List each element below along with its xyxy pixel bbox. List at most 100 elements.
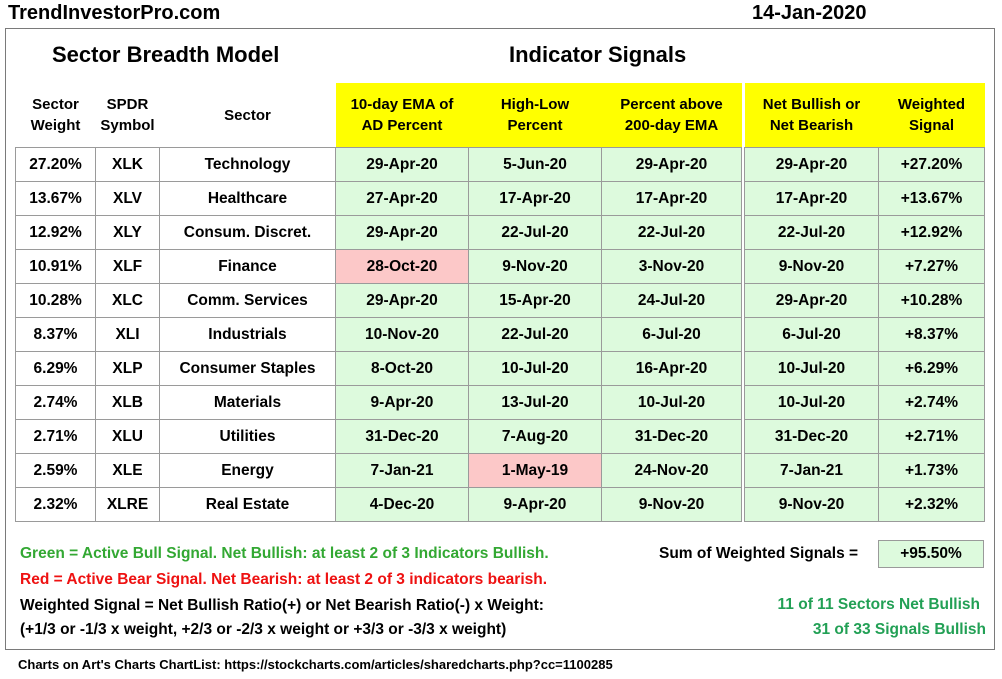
col-header-weighted: Weighted Signal — [878, 83, 985, 148]
percent-above-signal-cell: 6-Jul-20 — [601, 317, 742, 352]
legend-green: Green = Active Bull Signal. Net Bullish:… — [20, 545, 549, 562]
ema-signal-cell: 9-Apr-20 — [335, 385, 469, 420]
sector-name-cell: Healthcare — [159, 181, 336, 216]
table-row: 2.32% XLRE Real Estate 4-Dec-20 9-Apr-20 9-No… — [15, 487, 742, 522]
net-signal-cell: 10-Jul-20 — [744, 385, 879, 420]
table-row: 10.91% XLF Finance 28-Oct-20 9-Nov-20 3-Nov-2… — [15, 249, 742, 284]
signals-summary: 31 of 33 Signals Bullish — [812, 621, 986, 638]
sector-name-cell: Energy — [159, 453, 336, 488]
sector-name-cell: Consum. Discret. — [159, 215, 336, 250]
sector-name-cell: Finance — [159, 249, 336, 284]
high-low-signal-cell: 1-May-19 — [468, 453, 602, 488]
sector-weight-cell: 27.20% — [15, 147, 96, 182]
ema-signal-cell: 27-Apr-20 — [335, 181, 469, 216]
net-signal-cell: 9-Nov-20 — [744, 487, 879, 522]
table-row: 29-Apr-20 +27.20% — [744, 147, 985, 182]
net-signal-table: Net Bullish or Net Bearish Weighted Sign… — [744, 83, 985, 522]
symbol-cell: XLV — [95, 181, 160, 216]
high-low-signal-cell: 17-Apr-20 — [468, 181, 602, 216]
legend-formula-line1: Weighted Signal = Net Bullish Ratio(+) o… — [20, 597, 544, 614]
legend-formula-line2: (+1/3 or -1/3 x weight, +2/3 or -2/3 x w… — [20, 621, 507, 638]
high-low-signal-cell: 10-Jul-20 — [468, 351, 602, 386]
weighted-signal-cell: +6.29% — [878, 351, 985, 386]
sum-label: Sum of Weighted Signals = — [659, 545, 859, 562]
high-low-signal-cell: 22-Jul-20 — [468, 317, 602, 352]
weighted-signal-cell: +13.67% — [878, 181, 985, 216]
table-header-row: Net Bullish or Net Bearish Weighted Sign… — [744, 83, 985, 148]
percent-above-signal-cell: 24-Jul-20 — [601, 283, 742, 318]
footer-link-text: Charts on Art's Charts ChartList: https:… — [18, 657, 613, 672]
high-low-signal-cell: 9-Nov-20 — [468, 249, 602, 284]
weighted-signal-cell: +7.27% — [878, 249, 985, 284]
site-name: TrendInvestorPro.com — [8, 2, 221, 24]
percent-above-signal-cell: 24-Nov-20 — [601, 453, 742, 488]
col-header-percent-above: Percent above 200-day EMA — [601, 83, 742, 148]
ema-signal-cell: 7-Jan-21 — [335, 453, 469, 488]
sector-weight-cell: 13.67% — [15, 181, 96, 216]
net-signal-cell: 7-Jan-21 — [744, 453, 879, 488]
table-row: 7-Jan-21 +1.73% — [744, 453, 985, 488]
table-row: 2.59% XLE Energy 7-Jan-21 1-May-19 24-Nov-20 — [15, 453, 742, 488]
percent-above-signal-cell: 17-Apr-20 — [601, 181, 742, 216]
ema-signal-cell: 28-Oct-20 — [335, 249, 469, 284]
high-low-signal-cell: 15-Apr-20 — [468, 283, 602, 318]
ema-signal-cell: 29-Apr-20 — [335, 283, 469, 318]
percent-above-signal-cell: 31-Dec-20 — [601, 419, 742, 454]
col-header-ema: 10-day EMA of AD Percent — [335, 83, 469, 148]
high-low-signal-cell: 22-Jul-20 — [468, 215, 602, 250]
table-row: 9-Nov-20 +2.32% — [744, 487, 985, 522]
net-signal-cell: 22-Jul-20 — [744, 215, 879, 250]
symbol-cell: XLB — [95, 385, 160, 420]
symbol-cell: XLY — [95, 215, 160, 250]
weighted-signal-cell: +2.74% — [878, 385, 985, 420]
net-signal-cell: 9-Nov-20 — [744, 249, 879, 284]
sector-name-cell: Technology — [159, 147, 336, 182]
sector-weight-cell: 8.37% — [15, 317, 96, 352]
symbol-cell: XLF — [95, 249, 160, 284]
sector-weight-cell: 2.59% — [15, 453, 96, 488]
sector-name-cell: Real Estate — [159, 487, 336, 522]
sector-signals-table: Sector Weight SPDR Symbol Sector 10-day … — [15, 83, 742, 522]
col-header-weight: Sector Weight — [30, 96, 81, 134]
table-row: 9-Nov-20 +7.27% — [744, 249, 985, 284]
ema-signal-cell: 29-Apr-20 — [335, 147, 469, 182]
col-header-symbol: SPDR Symbol — [100, 96, 155, 134]
net-signal-cell: 29-Apr-20 — [744, 283, 879, 318]
col-header-sector: Sector — [224, 106, 271, 124]
sum-value: +95.50% — [878, 540, 984, 568]
percent-above-signal-cell: 10-Jul-20 — [601, 385, 742, 420]
table-row: 2.74% XLB Materials 9-Apr-20 13-Jul-20 10-Jul… — [15, 385, 742, 420]
symbol-cell: XLC — [95, 283, 160, 318]
ema-signal-cell: 29-Apr-20 — [335, 215, 469, 250]
report-date: 14-Jan-2020 — [752, 2, 867, 24]
col-header-net: Net Bullish or Net Bearish — [744, 83, 879, 148]
net-signal-cell: 29-Apr-20 — [744, 147, 879, 182]
symbol-cell: XLU — [95, 419, 160, 454]
ema-signal-cell: 8-Oct-20 — [335, 351, 469, 386]
percent-above-signal-cell: 9-Nov-20 — [601, 487, 742, 522]
symbol-cell: XLP — [95, 351, 160, 386]
table-row: 2.71% XLU Utilities 31-Dec-20 7-Aug-20 31-Dec… — [15, 419, 742, 454]
sector-name-cell: Consumer Staples — [159, 351, 336, 386]
net-signal-cell: 10-Jul-20 — [744, 351, 879, 386]
table-row: 29-Apr-20 +10.28% — [744, 283, 985, 318]
net-signal-cell: 17-Apr-20 — [744, 181, 879, 216]
table-row: 31-Dec-20 +2.71% — [744, 419, 985, 454]
col-header-high-low: High-Low Percent — [468, 83, 602, 148]
sector-breadth-title: Sector Breadth Model — [52, 42, 280, 67]
table-row: 22-Jul-20 +12.92% — [744, 215, 985, 250]
symbol-cell: XLK — [95, 147, 160, 182]
sector-name-cell: Industrials — [159, 317, 336, 352]
sector-weight-cell: 6.29% — [15, 351, 96, 386]
sector-weight-cell: 10.28% — [15, 283, 96, 318]
net-signal-cell: 31-Dec-20 — [744, 419, 879, 454]
net-sectors-summary: 11 of 11 Sectors Net Bullish — [777, 596, 980, 613]
high-low-signal-cell: 5-Jun-20 — [468, 147, 602, 182]
table-header-row: Sector Weight SPDR Symbol Sector 10-day … — [16, 83, 742, 148]
percent-above-signal-cell: 3-Nov-20 — [601, 249, 742, 284]
net-signal-cell: 6-Jul-20 — [744, 317, 879, 352]
table-row: 27.20% XLK Technology 29-Apr-20 5-Jun-20 29-A… — [15, 147, 742, 182]
table-row: 10-Jul-20 +6.29% — [744, 351, 985, 386]
table-row: 6.29% XLP Consumer Staples 8-Oct-20 10-Jul-2… — [15, 351, 742, 386]
weighted-signal-cell: +1.73% — [878, 453, 985, 488]
